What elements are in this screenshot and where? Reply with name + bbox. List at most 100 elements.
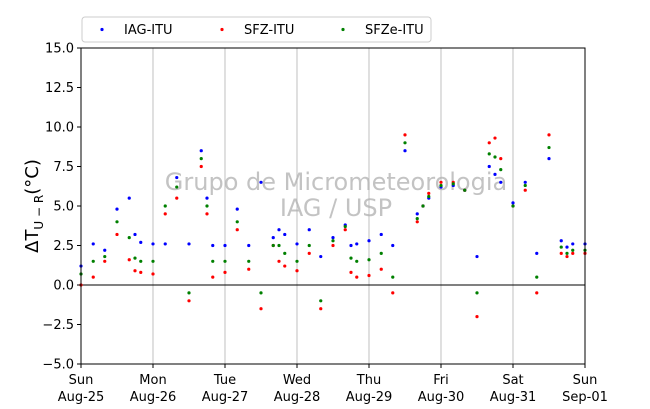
data-point [367, 273, 371, 278]
data-point [379, 267, 383, 271]
data-point [115, 207, 119, 211]
x-tick-day-label: Fri [433, 373, 449, 388]
data-point [511, 201, 515, 205]
data-point [355, 242, 359, 246]
data-point [391, 275, 395, 279]
legend-label-sfze-itu: SFZe-ITU [365, 23, 424, 38]
data-point [295, 242, 299, 246]
data-point [475, 315, 479, 319]
data-point [349, 256, 353, 260]
y-axis-ticks: −5.0 −2.5 0.0 2.5 5.0 7.5 10.0 12.5 15.0 [42, 42, 81, 373]
data-point [247, 259, 251, 263]
x-tick-date-label: Aug-28 [274, 390, 321, 405]
watermark-line-1: Grupo de Micrometeorologia [165, 168, 507, 196]
data-point [343, 228, 347, 232]
data-point [571, 242, 575, 246]
data-point [421, 204, 425, 208]
data-point [139, 240, 143, 244]
data-point [403, 133, 407, 137]
data-point [307, 228, 311, 232]
data-point [349, 270, 353, 274]
watermark: Grupo de Micrometeorologia IAG / USP [165, 168, 507, 222]
y-tick-label: 5.0 [53, 200, 74, 215]
data-point [277, 243, 281, 248]
series-iag-itu [79, 149, 587, 268]
y-axis-label: ΔTU − R(°C) [22, 159, 46, 253]
data-point [415, 212, 419, 216]
x-tick-day-label: Sat [502, 373, 523, 388]
data-point [295, 259, 299, 263]
data-point [499, 168, 503, 172]
data-point [103, 259, 107, 263]
data-point [223, 259, 227, 263]
data-point [565, 245, 569, 249]
x-tick-date-label: Aug-27 [202, 390, 249, 405]
data-point [163, 204, 167, 208]
x-tick-date-label: Aug-29 [346, 390, 393, 405]
data-point [499, 180, 503, 184]
legend: IAG-ITU SFZ-ITU SFZe-ITU [81, 16, 432, 43]
data-point [307, 251, 311, 255]
data-point [343, 224, 347, 229]
data-point [163, 242, 167, 246]
legend-label-iag-itu: IAG-ITU [124, 23, 173, 38]
data-point [415, 220, 419, 224]
x-tick-day-label: Tue [213, 373, 236, 388]
data-point [127, 258, 131, 262]
data-point [487, 152, 491, 156]
legend-marker-sfz-itu [220, 27, 224, 32]
data-point [175, 196, 179, 200]
data-point [235, 207, 239, 211]
legend-marker-iag-itu [100, 27, 104, 32]
data-point [91, 242, 95, 246]
data-point [277, 228, 281, 232]
data-point [271, 236, 275, 240]
series-sfz-itu [79, 133, 587, 319]
data-point [559, 239, 563, 243]
x-tick-date-label: Aug-26 [130, 390, 177, 405]
data-point [127, 236, 131, 240]
x-tick-date-label: Aug-30 [418, 390, 465, 405]
data-point [139, 270, 143, 274]
data-point [427, 191, 431, 195]
data-point [349, 243, 353, 248]
data-point [565, 254, 569, 259]
data-point [91, 259, 95, 263]
data-point [493, 172, 497, 176]
legend-label-sfz-itu: SFZ-ITU [244, 23, 294, 38]
x-tick-day-label: Thu [356, 373, 381, 388]
watermark-line-2: IAG / USP [280, 194, 392, 222]
data-point [115, 220, 119, 224]
data-point [475, 291, 479, 295]
data-point [151, 259, 155, 263]
data-point [463, 188, 467, 192]
data-point [331, 236, 335, 240]
y-tick-label: −2.5 [42, 318, 74, 333]
data-point [475, 254, 479, 259]
data-point [547, 145, 551, 150]
data-point [187, 242, 191, 246]
data-point [427, 194, 431, 199]
data-point [91, 275, 95, 279]
data-point [535, 291, 539, 295]
data-point [103, 254, 107, 259]
data-point [223, 270, 227, 274]
data-point [487, 164, 491, 169]
data-point [133, 256, 137, 260]
data-point [205, 204, 209, 208]
data-point [511, 204, 515, 208]
data-point [403, 149, 407, 153]
data-point [151, 272, 155, 276]
y-tick-label: 12.5 [45, 81, 74, 96]
y-tick-label: 0.0 [53, 279, 74, 294]
legend-box [81, 16, 432, 43]
data-point [547, 157, 551, 161]
data-point [523, 183, 527, 188]
data-point [493, 155, 497, 159]
data-point [559, 245, 563, 249]
data-point [367, 239, 371, 243]
data-point [133, 232, 137, 237]
data-point [379, 232, 383, 237]
data-point [319, 254, 323, 259]
data-point [571, 251, 575, 255]
